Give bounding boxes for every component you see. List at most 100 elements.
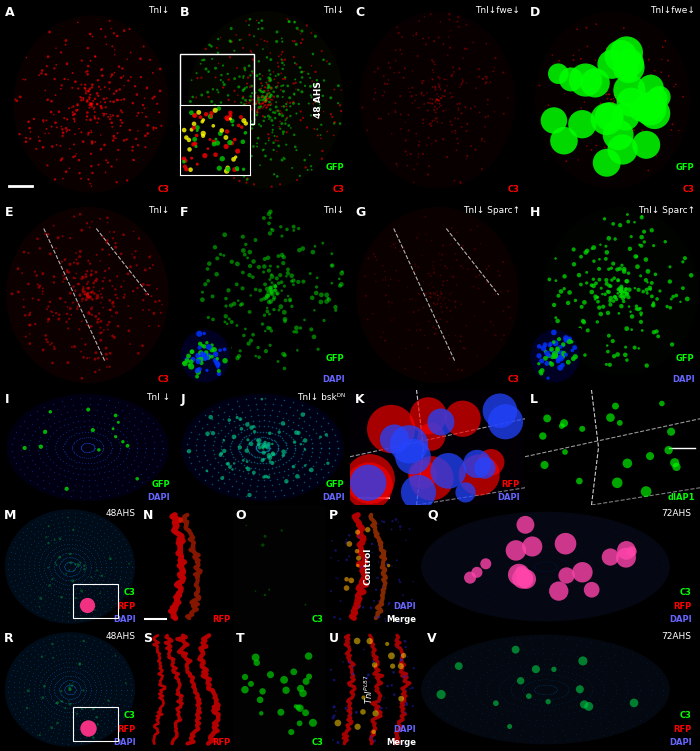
Point (494, 405, 505, 417)
Text: DAPI: DAPI (497, 493, 519, 502)
Point (447, 270, 458, 282)
Point (122, 74, 134, 86)
Point (250, 421, 261, 433)
Point (383, 599, 394, 611)
Point (223, 94, 235, 106)
Point (83, 676, 94, 688)
Point (63, 737, 74, 749)
Point (76, 315, 88, 327)
Point (220, 169, 232, 181)
Point (57, 427, 69, 439)
Point (199, 351, 211, 363)
Point (274, 107, 285, 119)
Point (259, 253, 270, 265)
Point (81, 291, 92, 303)
Point (85, 559, 97, 571)
Point (542, 545, 554, 557)
Point (70, 684, 81, 696)
Point (407, 65, 418, 77)
Point (96, 102, 107, 114)
Point (432, 289, 443, 301)
Point (309, 304, 320, 316)
Point (261, 438, 272, 450)
Point (88, 95, 99, 107)
Point (258, 293, 270, 305)
Point (20, 572, 31, 584)
Point (102, 659, 113, 671)
Point (82, 68, 93, 80)
Point (274, 417, 285, 429)
Point (581, 22, 592, 34)
Point (554, 541, 565, 553)
Point (85, 715, 96, 727)
Point (47, 674, 58, 686)
Point (147, 67, 158, 79)
Point (615, 575, 626, 587)
Point (5, 698, 16, 710)
Point (649, 65, 660, 77)
Point (615, 50, 626, 62)
Point (42, 520, 53, 532)
Point (227, 35, 238, 47)
Point (12, 542, 23, 554)
Point (48, 660, 59, 672)
Point (208, 120, 219, 132)
Point (273, 277, 284, 289)
Point (547, 719, 558, 731)
Point (562, 558, 573, 570)
Point (288, 89, 300, 101)
Point (463, 574, 475, 586)
Point (281, 270, 292, 282)
Point (456, 121, 468, 133)
Point (54, 309, 65, 321)
Point (99, 466, 110, 478)
Point (138, 41, 149, 53)
Text: C: C (355, 6, 365, 19)
Point (263, 74, 274, 86)
Point (34, 559, 45, 571)
Point (253, 56, 265, 68)
Point (136, 456, 147, 468)
Text: C3: C3 (680, 711, 692, 720)
Point (197, 339, 208, 351)
Point (237, 454, 248, 466)
Point (202, 143, 214, 155)
Point (587, 668, 598, 680)
Point (326, 92, 337, 104)
Point (59, 436, 70, 448)
Point (251, 480, 262, 492)
Point (78, 445, 89, 457)
Point (36, 658, 47, 670)
Point (330, 454, 341, 466)
Point (67, 529, 78, 541)
Point (46, 692, 57, 704)
Point (453, 104, 464, 116)
Point (223, 466, 235, 478)
Point (227, 463, 238, 475)
Point (602, 285, 613, 297)
Point (664, 107, 675, 119)
Point (528, 575, 539, 587)
Point (238, 330, 249, 342)
Point (27, 430, 38, 442)
Point (62, 266, 73, 278)
Point (83, 431, 94, 443)
Point (65, 566, 76, 578)
Point (498, 67, 509, 79)
Point (548, 687, 559, 699)
Point (251, 439, 262, 451)
Point (434, 248, 445, 260)
Point (551, 560, 562, 572)
Point (306, 445, 317, 457)
Point (206, 95, 217, 107)
Point (516, 654, 527, 666)
Point (76, 526, 88, 538)
Point (44, 26, 55, 38)
Point (494, 686, 505, 698)
Point (85, 291, 96, 303)
Point (307, 75, 318, 87)
Point (250, 442, 261, 454)
Point (26, 538, 37, 550)
Point (255, 73, 266, 85)
Point (649, 107, 660, 119)
